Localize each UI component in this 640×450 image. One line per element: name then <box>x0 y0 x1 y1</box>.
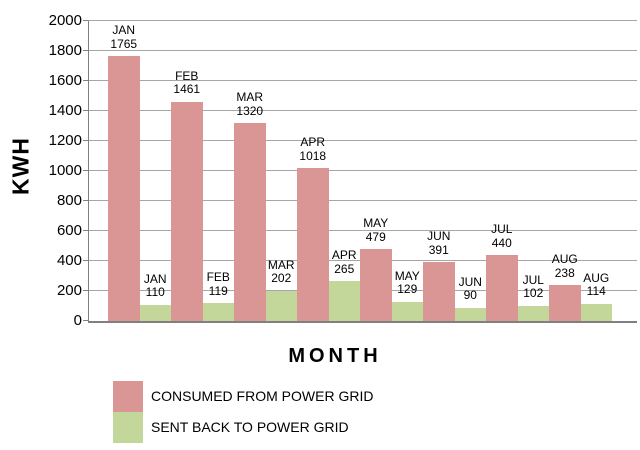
y-axis-tick-200 <box>83 290 88 291</box>
bar-sent-jan <box>139 304 171 321</box>
bar-label-consumed-mar: MAR 1320 <box>236 90 264 118</box>
bar-consumed-jun <box>423 262 455 321</box>
legend-item-consumed: CONSUMED FROM POWER GRID <box>113 381 373 412</box>
bar-sent-feb <box>202 303 234 321</box>
bar-label-consumed-feb: FEB 1461 <box>173 68 201 97</box>
y-tick-label-1400: 1400 <box>48 102 82 119</box>
bar-consumed-jul <box>486 255 518 321</box>
bar-label-sent-may: MAY 129 <box>394 268 420 297</box>
y-axis-tick-1200 <box>83 140 88 141</box>
bar-sent-aug <box>580 303 612 321</box>
gridline-600 <box>88 230 637 231</box>
x-axis-line <box>88 321 637 323</box>
legend-label-sent: SENT BACK TO POWER GRID <box>151 419 349 435</box>
gridline-2000 <box>88 20 637 21</box>
y-axis-tick-600 <box>83 230 88 231</box>
legend-label-consumed: CONSUMED FROM POWER GRID <box>151 388 374 404</box>
y-tick-label-2000: 2000 <box>48 12 82 29</box>
bar-label-sent-feb: FEB 119 <box>206 270 230 298</box>
gridline-1400 <box>88 110 637 111</box>
legend-swatch-consumed <box>113 381 143 412</box>
gridline-1800 <box>88 50 637 51</box>
bar-consumed-mar <box>234 123 266 321</box>
gridline-800 <box>88 200 637 201</box>
bar-sent-mar <box>265 290 297 321</box>
y-axis-title: KWH <box>7 137 34 195</box>
gridline-1000 <box>88 170 637 171</box>
bar-consumed-jan <box>108 56 140 321</box>
bar-label-consumed-aug: AUG 238 <box>551 252 578 280</box>
bar-consumed-feb <box>171 101 203 321</box>
y-axis-tick-800 <box>83 200 88 201</box>
gridline-1200 <box>88 140 637 141</box>
bar-label-sent-mar: MAR 202 <box>267 257 295 286</box>
legend-item-sent: SENT BACK TO POWER GRID <box>113 412 349 443</box>
y-tick-label-0: 0 <box>73 312 82 329</box>
y-tick-label-400: 400 <box>56 252 82 269</box>
y-tick-label-1800: 1800 <box>48 42 82 59</box>
bar-consumed-may <box>360 249 392 321</box>
y-axis-tick-1800 <box>83 50 88 51</box>
bar-label-sent-jun: JUN 90 <box>458 274 482 302</box>
x-axis-title: MONTH <box>288 345 382 367</box>
y-axis-tick-1600 <box>83 80 88 81</box>
bar-label-consumed-jul: JUL 440 <box>491 222 513 250</box>
y-axis-tick-0 <box>83 320 88 321</box>
y-axis-tick-2000 <box>83 20 88 21</box>
bar-label-sent-aug: AUG 114 <box>583 270 610 299</box>
bar-label-sent-apr: APR 265 <box>331 248 357 276</box>
gridline-1600 <box>88 80 637 81</box>
y-axis-tick-1000 <box>83 170 88 171</box>
bar-label-sent-jul: JUL 102 <box>522 272 544 301</box>
legend-swatch-sent <box>113 412 143 443</box>
y-tick-label-600: 600 <box>56 222 82 239</box>
y-tick-label-800: 800 <box>56 192 82 209</box>
y-axis-tick-1400 <box>83 110 88 111</box>
y-tick-label-200: 200 <box>56 282 82 299</box>
bar-label-sent-jan: JAN 110 <box>143 271 167 299</box>
plot-area: JAN 1765 JAN 110 FEB 1461 FEB 119 MAR 1320 MAR 202 A… <box>88 20 637 321</box>
bar-label-consumed-may: MAY 479 <box>363 216 389 244</box>
y-tick-label-1200: 1200 <box>48 132 82 149</box>
y-tick-label-1600: 1600 <box>48 72 82 89</box>
bar-sent-apr <box>328 281 360 321</box>
bar-consumed-apr <box>297 168 329 321</box>
y-tick-label-1000: 1000 <box>48 162 82 179</box>
bar-label-consumed-jun: JUN 391 <box>427 229 451 257</box>
bar-consumed-aug <box>549 285 581 321</box>
bar-sent-may <box>391 301 423 321</box>
y-axis-line <box>88 21 89 322</box>
bar-label-consumed-jan: JAN 1765 <box>110 23 138 51</box>
y-axis-tick-400 <box>83 260 88 261</box>
bar-sent-jun <box>454 307 486 321</box>
bar-sent-jul <box>517 305 549 321</box>
bar-label-consumed-apr: APR 1018 <box>299 135 327 163</box>
